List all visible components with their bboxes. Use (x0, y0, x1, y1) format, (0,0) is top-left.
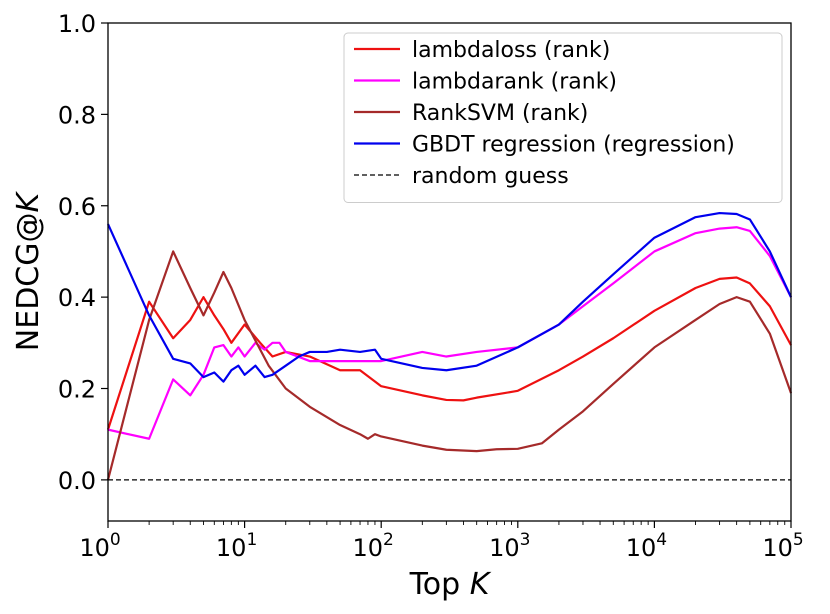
legend-label-4: random guess (412, 164, 569, 189)
y-tick-label-0: 0.0 (58, 467, 96, 495)
y-tick-label-1: 0.2 (58, 376, 96, 404)
x-tick-label-1: 101 (216, 530, 257, 562)
x-tick-label-4: 104 (626, 530, 667, 562)
legend-label-0: lambdaloss (rank) (412, 38, 610, 63)
y-tick-label-5: 1.0 (58, 10, 96, 38)
legend-label-2: RankSVM (rank) (412, 101, 588, 126)
x-tick-label-2: 102 (353, 530, 394, 562)
y-tick-label-2: 0.4 (58, 284, 96, 312)
x-tick-label-0: 100 (79, 530, 120, 562)
series-line-2 (106, 250, 793, 481)
series-line-3 (106, 211, 792, 383)
y-axis-label: NEDCG@K (11, 190, 46, 351)
legend-box (343, 32, 783, 203)
x-tick-label-3: 103 (489, 530, 530, 562)
series-layer (106, 211, 793, 481)
plot-frame (107, 22, 792, 522)
x-tick-label-5: 105 (762, 530, 803, 562)
ticks-layer: 100 101 102 103 104 105 0.0 0.2 0.4 0.6 0.8 1.0 (58, 10, 804, 562)
legend-label-3: GBDT regression (regression) (412, 133, 735, 158)
x-axis-label: Top K (409, 567, 492, 602)
series-line-0 (106, 276, 792, 430)
series-line-1 (107, 226, 792, 440)
legend-label-1: lambdarank (rank) (412, 70, 617, 95)
legend: lambdaloss (rank) lambdarank (rank) RankSV… (343, 32, 783, 203)
y-tick-label-4: 0.8 (58, 101, 96, 129)
y-tick-label-3: 0.6 (58, 193, 96, 221)
